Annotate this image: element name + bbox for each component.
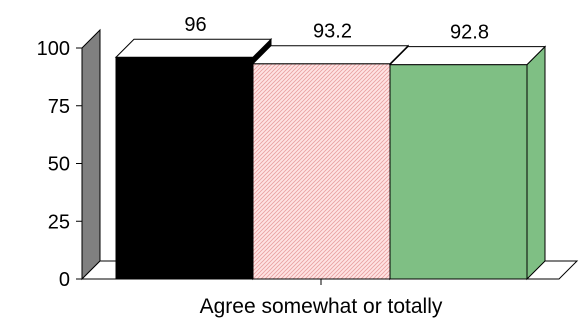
bar-top bbox=[114, 38, 273, 58]
y-ticks: 0 25 50 75 100 bbox=[37, 38, 82, 291]
bar bbox=[114, 38, 273, 281]
bar-front bbox=[252, 63, 391, 280]
bar bbox=[388, 45, 547, 281]
bars bbox=[114, 38, 547, 281]
data-label: 93.2 bbox=[313, 21, 352, 43]
y-tick-label: 0 bbox=[59, 269, 70, 291]
bar bbox=[251, 44, 410, 281]
bar-side bbox=[526, 45, 546, 281]
data-labels: 96 93.2 92.8 bbox=[184, 14, 489, 43]
chart-back-wall bbox=[81, 28, 101, 281]
category-label: Agree somewhat or totally bbox=[200, 295, 443, 318]
y-tick-label: 25 bbox=[48, 211, 70, 233]
bar-top bbox=[251, 45, 410, 65]
data-label: 96 bbox=[184, 14, 206, 36]
bar-front bbox=[115, 56, 254, 280]
y-tick-label: 75 bbox=[48, 96, 70, 118]
bar-front bbox=[389, 64, 528, 280]
bar-top bbox=[388, 46, 547, 66]
y-tick-label: 50 bbox=[48, 154, 70, 176]
y-tick-label: 100 bbox=[37, 38, 70, 60]
data-label: 92.8 bbox=[450, 22, 489, 44]
